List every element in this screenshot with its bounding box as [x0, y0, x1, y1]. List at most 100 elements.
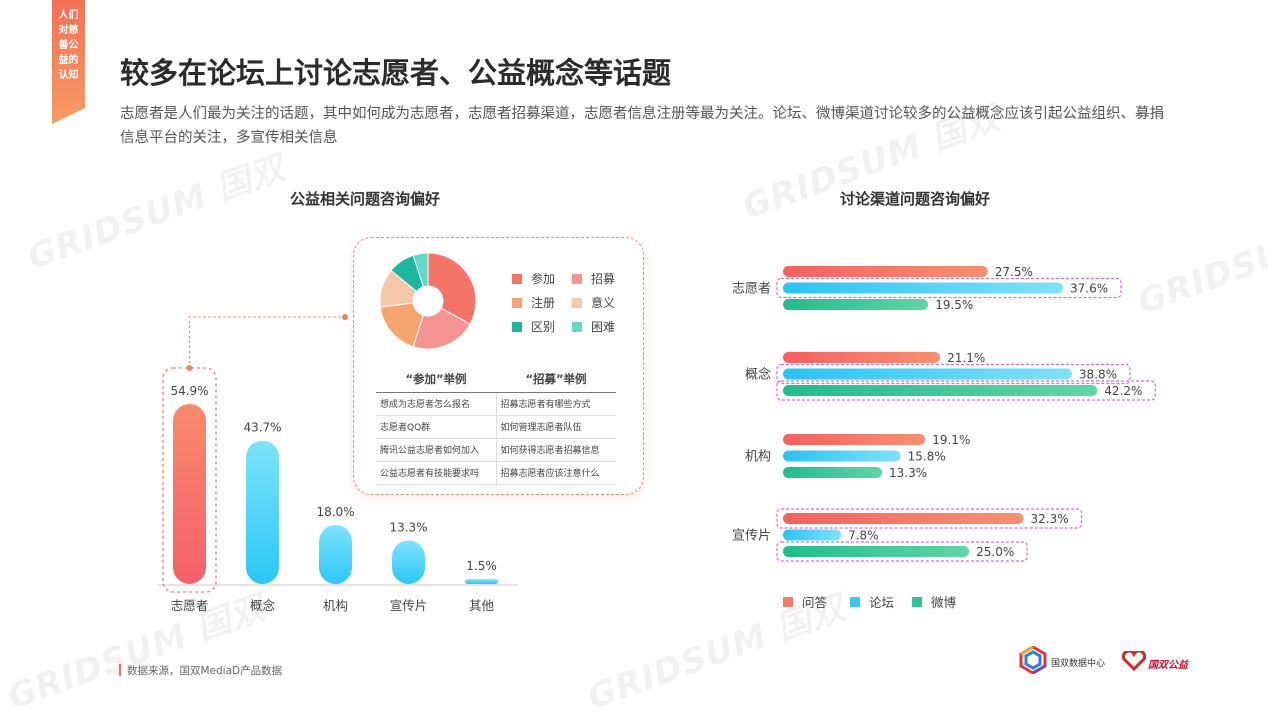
legend-swatch [783, 597, 793, 607]
legend-label: 微博 [931, 595, 957, 610]
example-table: “参加”举例 “招募”举例 想成为志愿者怎么报名 招募志愿者有哪些方式 志愿者Q… [376, 368, 616, 485]
legend-swatch [572, 274, 582, 284]
pie-legend-item: 区别 [512, 318, 555, 335]
table-row: 志愿者QQ群 如何管理志愿者队伍 [376, 415, 616, 439]
legend-swatch [512, 298, 522, 308]
hbar [783, 529, 842, 541]
hbar-value-label: 38.8% [1079, 368, 1117, 382]
table-cell: 腾讯公益志愿者如何加入 [376, 438, 497, 462]
pie-legend-item: 意义 [572, 294, 615, 311]
right-chart-title: 讨论渠道问题咨询偏好 [840, 190, 991, 208]
table-cell: 志愿者QQ群 [376, 415, 497, 439]
table-header: “参加”举例 [376, 368, 496, 393]
y-tick-label: 机构 [745, 450, 771, 465]
legend-label: 问答 [802, 595, 828, 610]
y-tick-label: 概念 [745, 367, 771, 383]
hbar-value-label: 21.1% [947, 351, 985, 365]
hbar [783, 450, 901, 462]
legend-label: 论坛 [869, 595, 894, 610]
table-header: “招募”举例 [496, 368, 616, 393]
pie-slice [412, 307, 471, 350]
hbar-value-label: 37.6% [1070, 282, 1108, 296]
table-cell: 如何获得志愿者招募信息 [496, 438, 616, 462]
table-header-row: “参加”举例 “招募”举例 [376, 368, 616, 393]
connector-dot [342, 314, 348, 320]
source-marker [119, 664, 121, 676]
connector-line [188, 316, 345, 368]
bar-value-label: 18.0% [316, 505, 354, 519]
page-title: 较多在论坛上讨论志愿者、公益概念等话题 [120, 56, 672, 90]
bar [246, 440, 279, 584]
gridsum-charity-logo-icon [1122, 651, 1146, 671]
highlight-frame [776, 363, 1131, 385]
pie-slice [412, 252, 429, 288]
legend-swatch [572, 298, 582, 308]
hbar [783, 513, 1024, 524]
table-row: 想成为志愿者怎么报名 招募志愿者有哪些方式 [376, 392, 616, 416]
legend-swatch [850, 597, 860, 607]
bar-value-label: 43.7% [243, 421, 281, 435]
pie-legend-item: 参加 [512, 270, 555, 287]
x-tick-label: 宣传片 [390, 598, 428, 613]
hbar [783, 434, 926, 445]
highlight-frame [162, 367, 217, 593]
connector-dot [186, 365, 193, 371]
hbar-value-label: 7.8% [848, 529, 879, 543]
legend-swatch [912, 597, 922, 607]
x-tick-label: 概念 [250, 598, 276, 613]
x-tick-label: 志愿者 [171, 598, 209, 613]
table-row: 腾讯公益志愿者如何加入 如何获得志愿者招募信息 [376, 438, 616, 462]
side-tab-label: 人们 对慈 善公 益的 认知 [58, 10, 79, 81]
side-tab [52, 0, 85, 124]
left-chart-title: 公益相关问题咨询偏好 [290, 190, 441, 208]
bar [173, 404, 206, 584]
legend-swatch [572, 322, 582, 332]
hbar [783, 467, 883, 478]
bar-value-label: 13.3% [389, 520, 427, 534]
brand-data-center: 国双数据中心 [1051, 659, 1106, 669]
y-tick-label: 志愿者 [732, 282, 771, 297]
table-cell: 想成为志愿者怎么报名 [376, 392, 497, 416]
pie-legend-item: 注册 [512, 294, 555, 311]
highlight-frame [776, 277, 1122, 299]
x-tick-label: 其他 [469, 598, 495, 613]
hbar [783, 546, 970, 557]
hbar [783, 266, 988, 277]
x-tick-label: 机构 [323, 598, 348, 613]
hbar [783, 282, 1063, 294]
table-cell: 招募志愿者有哪些方式 [496, 392, 616, 416]
data-source: 数据来源，国双MediaD产品数据 [127, 665, 283, 677]
table-cell: 如何管理志愿者队伍 [496, 415, 616, 439]
hbar [783, 299, 929, 310]
legend-swatch [512, 322, 522, 332]
highlight-frame [776, 508, 1083, 529]
pie-legend-item: 困难 [572, 318, 615, 335]
brand-charity: 国双公益 [1148, 660, 1188, 671]
bar [392, 540, 425, 584]
hbar-value-label: 27.5% [995, 265, 1033, 279]
hbar-value-label: 13.3% [889, 466, 927, 480]
pie-slice [427, 252, 477, 325]
hbar [783, 352, 941, 363]
pie-legend-item: 招募 [572, 270, 615, 287]
bar [319, 524, 352, 584]
bar-value-label: 54.9% [170, 384, 208, 398]
hbar-value-label: 15.8% [908, 450, 946, 464]
table-cell: 公益志愿者有技能要求吗 [376, 461, 497, 485]
hbar-value-label: 42.2% [1104, 384, 1142, 398]
table-cell: 招募志愿者应该注意什么 [496, 461, 616, 485]
hbar [783, 368, 1072, 380]
hbar [783, 385, 1098, 396]
hbar-value-label: 19.5% [935, 298, 973, 312]
highlight-frame [776, 541, 1028, 562]
bar-value-label: 1.5% [466, 559, 497, 573]
table-row: 公益志愿者有技能要求吗 招募志愿者应该注意什么 [376, 461, 616, 485]
hbar-value-label: 25.0% [976, 545, 1014, 559]
hbar-value-label: 32.3% [1031, 512, 1069, 526]
highlight-frame [776, 380, 1156, 401]
legend-swatch [512, 274, 522, 284]
gridsum-logo-icon [1019, 646, 1047, 674]
page-subtitle: 志愿者是人们最为关注的话题，其中如何成为志愿者，志愿者招募渠道，志愿者信息注册等… [120, 106, 1164, 146]
bar [465, 579, 498, 584]
